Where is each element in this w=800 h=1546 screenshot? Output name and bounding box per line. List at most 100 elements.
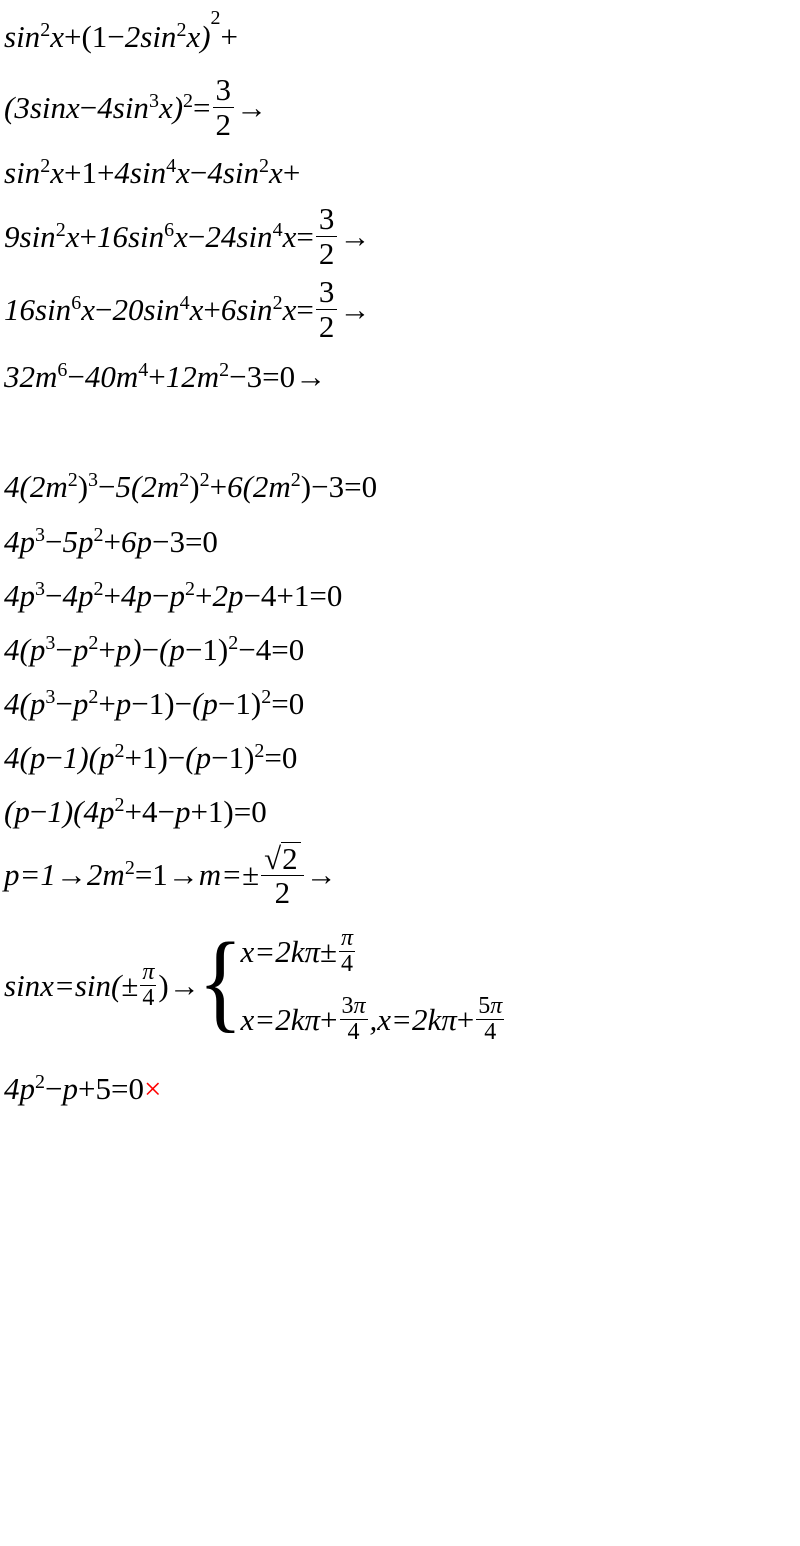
exp: 4 xyxy=(180,293,190,313)
t: 3=0 xyxy=(169,526,217,557)
op: + xyxy=(221,21,238,52)
t: 16sin xyxy=(4,294,71,325)
t: 1)=0 xyxy=(208,796,267,827)
exp: 2 xyxy=(211,8,221,28)
t: (3sinx xyxy=(4,92,80,123)
exp: 2 xyxy=(68,470,78,490)
exp: 2 xyxy=(254,741,264,761)
t: ,x=2k xyxy=(370,1004,442,1035)
t: 20sin xyxy=(112,294,179,325)
line-8: 4(2m2)3−5(2m2)2+6(2m2)−3=0 xyxy=(4,458,800,514)
t: 16sin xyxy=(97,221,164,252)
t: 1) xyxy=(229,742,255,773)
t: 2m xyxy=(87,859,125,890)
t: 4=0 xyxy=(256,634,304,665)
line-14: (p−1)(4p2+4−p+1)=0 xyxy=(4,784,800,838)
op: + xyxy=(320,1004,337,1035)
arrow: → xyxy=(306,859,337,890)
op: − xyxy=(45,742,62,773)
op: − xyxy=(45,526,62,557)
op: + xyxy=(190,796,207,827)
exp: 6 xyxy=(71,293,81,313)
t: x=2k xyxy=(241,1004,305,1035)
frac-pi-4: π4 xyxy=(140,960,156,1010)
frac-pi-4: π4 xyxy=(339,926,355,976)
blank-line xyxy=(4,406,800,458)
t: p xyxy=(73,634,89,665)
line-17: 4p2−p+5=0× xyxy=(4,1060,800,1116)
t: =0 xyxy=(264,742,297,773)
line-11: 4(p3−p2+p)−(p−1)2−4=0 xyxy=(4,622,800,676)
op: − xyxy=(55,688,72,719)
op: − xyxy=(238,634,255,665)
op: − xyxy=(55,634,72,665)
t: 9sin xyxy=(4,221,56,252)
case-1: x=2kπ±π4 xyxy=(241,926,507,976)
line-4: 9sin2x+16sin6x−24sin4x=32→ xyxy=(4,200,800,272)
t: 1=0 xyxy=(294,580,342,611)
op: + xyxy=(210,471,227,502)
line-9: 4p3−5p2+6p−3=0 xyxy=(4,514,800,568)
frac-5pi-4: 5π4 xyxy=(476,994,504,1044)
op: + xyxy=(79,221,96,252)
op: − xyxy=(80,92,97,123)
exp: 3 xyxy=(35,525,45,545)
t: 4sin xyxy=(207,157,259,188)
line-5: 16sin6x−20sin4x+6sin2x=32→ xyxy=(4,272,800,346)
op: − xyxy=(45,1073,62,1104)
line-2: (3sinx−4sin3x)2=32→ xyxy=(4,70,800,144)
t: x xyxy=(283,294,297,325)
op: + xyxy=(203,294,220,325)
exp: 2 xyxy=(93,525,103,545)
t: =0 xyxy=(271,688,304,719)
t: 32m xyxy=(4,361,57,392)
op: − xyxy=(185,634,202,665)
t: 4(p xyxy=(4,634,45,665)
op: + xyxy=(124,796,141,827)
t: x xyxy=(66,221,80,252)
t: p=1 xyxy=(4,859,56,890)
t: 4p xyxy=(4,1073,35,1104)
exp: 4 xyxy=(138,360,148,380)
t: 4sin xyxy=(97,92,149,123)
pi: π xyxy=(441,1004,457,1035)
op: − xyxy=(229,361,246,392)
exp: 2 xyxy=(179,470,189,490)
op: − xyxy=(45,580,62,611)
t: x) xyxy=(159,92,183,123)
t: 4(2m xyxy=(4,471,68,502)
arrow: → xyxy=(169,970,200,1001)
t: 4 xyxy=(261,580,277,611)
op: − xyxy=(98,471,115,502)
op: + xyxy=(78,1073,95,1104)
t: =0 xyxy=(262,361,295,392)
t: (p xyxy=(185,742,211,773)
op: = xyxy=(296,221,313,252)
t: 5p xyxy=(62,526,93,557)
exp: 2 xyxy=(56,220,66,240)
pi: π xyxy=(304,936,320,967)
arrow: → xyxy=(339,294,370,325)
t: x xyxy=(50,21,64,52)
frac-3pi-4: 3π4 xyxy=(340,994,368,1044)
t: 1) xyxy=(149,688,175,719)
op: + xyxy=(103,526,120,557)
line-1: sin2x+(1−2sin2x)2+ xyxy=(4,2,800,70)
op: + xyxy=(64,21,81,52)
op: − xyxy=(67,361,84,392)
exp: 2 xyxy=(35,1072,45,1092)
exp: 2 xyxy=(176,20,186,40)
op: − xyxy=(30,796,47,827)
arrow: → xyxy=(168,859,199,890)
case-2: x=2kπ+3π4,x=2kπ+5π4 xyxy=(241,994,507,1044)
t: x xyxy=(81,294,95,325)
op: + xyxy=(124,742,141,773)
op: + xyxy=(276,580,293,611)
op: + xyxy=(98,634,115,665)
t: =1 xyxy=(135,859,168,890)
exp: 2 xyxy=(40,156,50,176)
op: + xyxy=(103,580,120,611)
op: + xyxy=(457,1004,474,1035)
t: sin xyxy=(4,157,40,188)
t: p xyxy=(116,688,132,719)
